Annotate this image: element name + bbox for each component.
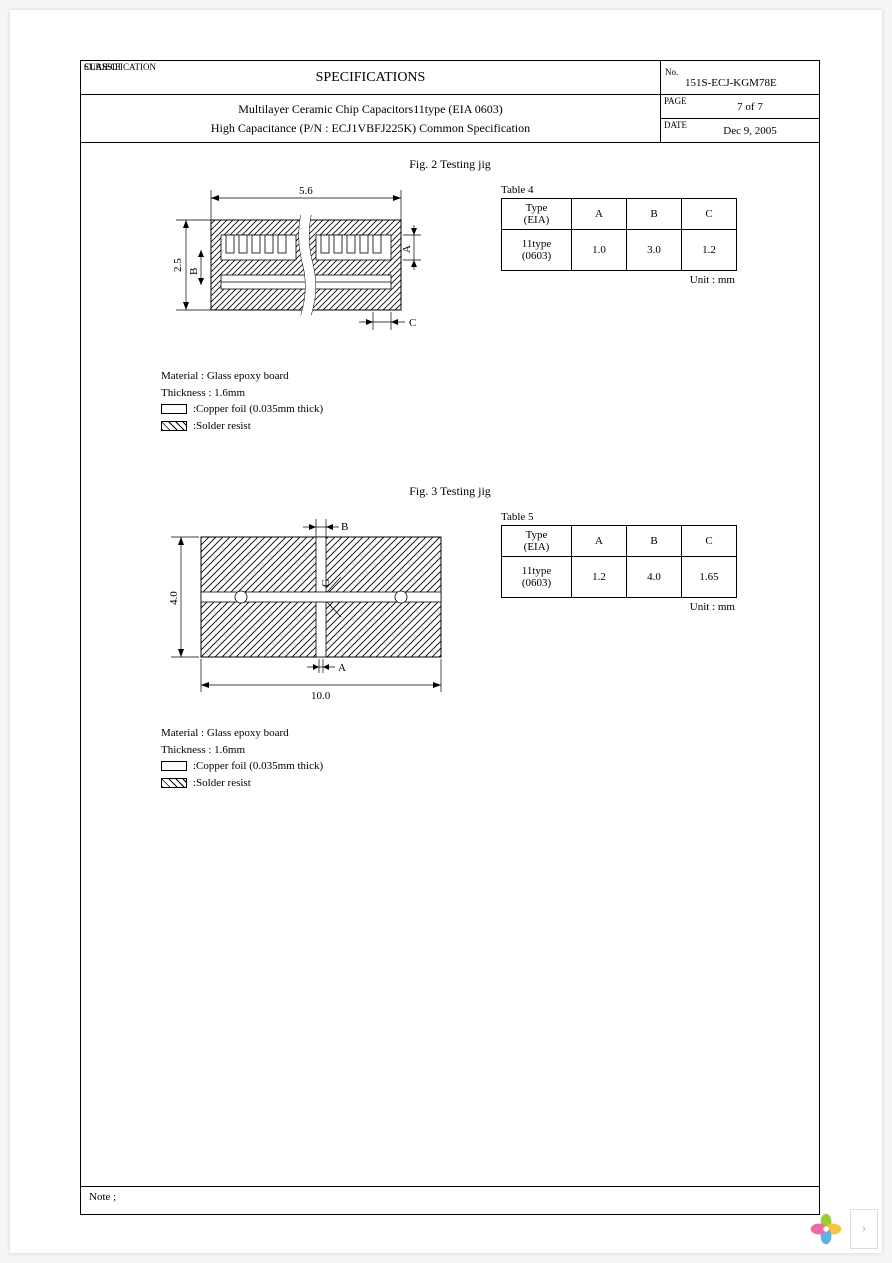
- date-value: Dec 9, 2005: [703, 125, 776, 137]
- fig2-material-line1: Material : Glass epoxy board: [161, 368, 819, 385]
- table5-label: Table 5: [501, 511, 737, 523]
- fig2-material: Material : Glass epoxy board Thickness :…: [161, 368, 819, 434]
- date-cell: DATE Dec 9, 2005: [661, 119, 819, 142]
- table5: Type (EIA) A B C 11type (0603) 1.2 4.0 1…: [501, 525, 737, 598]
- logo-icon: [808, 1211, 844, 1247]
- table5-c: 1.65: [682, 557, 737, 598]
- date-label: DATE: [664, 120, 687, 130]
- fig3-label-b: B: [341, 521, 348, 533]
- table4-h2: B: [627, 199, 682, 230]
- table4-c: 1.2: [682, 230, 737, 271]
- fig2-legend-copper: :Copper foil (0.035mm thick): [161, 401, 819, 418]
- table4-b: 3.0: [627, 230, 682, 271]
- copper-foil-icon: [161, 404, 187, 414]
- fig2-legend-solder: :Solder resist: [161, 418, 819, 435]
- table5-h3: C: [682, 526, 737, 557]
- table5-type: 11type (0603): [502, 557, 572, 598]
- fig2-section: 5.6 2.5 B: [81, 180, 819, 350]
- table4-unit: Unit : mm: [501, 274, 737, 286]
- classification-cell: CLASSIFICATION SPECIFICATIONS: [81, 61, 661, 95]
- fig3-caption: Fig. 3 Testing jig: [81, 484, 819, 499]
- header-row-1: CLASSIFICATION SPECIFICATIONS No. 151S-E…: [81, 61, 819, 95]
- fig3-legend-solder: :Solder resist: [161, 775, 819, 792]
- table5-unit: Unit : mm: [501, 601, 737, 613]
- doc-no-value: 151S-ECJ-KGM78E: [665, 77, 819, 89]
- solder-resist-icon: [161, 778, 187, 788]
- fig3-material-line2: Thickness : 1.6mm: [161, 742, 819, 759]
- page-label: PAGE: [664, 96, 687, 106]
- footer-note: Note ;: [89, 1191, 116, 1203]
- fig2-label-a: A: [401, 245, 413, 253]
- page-date-col: PAGE 7 of 7 DATE Dec 9, 2005: [661, 95, 819, 142]
- fig2-width-dim: 5.6: [299, 185, 313, 197]
- document-frame: CLASSIFICATION SPECIFICATIONS No. 151S-E…: [80, 60, 820, 1215]
- fig3-label-c: C: [320, 580, 332, 587]
- subject-line2: High Capacitance (P/N : ECJ1VBFJ225K) Co…: [211, 121, 530, 136]
- fig3-width-dim: 10.0: [311, 690, 331, 702]
- table5-a: 1.2: [572, 557, 627, 598]
- fig2-label-c: C: [409, 317, 416, 329]
- table5-block: Table 5 Type (EIA) A B C 11type (0603) 1…: [501, 511, 737, 613]
- fig3-section: B C 4.0: [81, 507, 819, 707]
- solder-resist-icon: [161, 421, 187, 431]
- next-page-button[interactable]: ›: [850, 1209, 878, 1249]
- fig3-diagram: B C 4.0: [141, 507, 461, 707]
- fig3-height-dim: 4.0: [168, 591, 180, 605]
- table4-h0: Type (EIA): [502, 199, 572, 230]
- table4-h1: A: [572, 199, 627, 230]
- fig2-label-b: B: [188, 268, 200, 275]
- subject-cell: SUBJECT Multilayer Ceramic Chip Capacito…: [81, 95, 661, 142]
- page: CLASSIFICATION SPECIFICATIONS No. 151S-E…: [10, 10, 882, 1253]
- fig2-material-line2: Thickness : 1.6mm: [161, 385, 819, 402]
- page-cell: PAGE 7 of 7: [661, 95, 819, 119]
- fig3-legend-copper: :Copper foil (0.035mm thick): [161, 758, 819, 775]
- table4-label: Table 4: [501, 184, 737, 196]
- classification-value: SPECIFICATIONS: [316, 70, 426, 86]
- table5-h0: Type (EIA): [502, 526, 572, 557]
- doc-number-cell: No. 151S-ECJ-KGM78E: [661, 61, 819, 95]
- fig2-caption: Fig. 2 Testing jig: [81, 157, 819, 172]
- fig2-height-dim: 2.5: [172, 258, 184, 272]
- table5-h2: B: [627, 526, 682, 557]
- table4-a: 1.0: [572, 230, 627, 271]
- doc-no-label: No.: [665, 67, 819, 77]
- footer: Note ;: [81, 1187, 819, 1227]
- pager-widget: ›: [808, 1209, 878, 1249]
- table4: Type (EIA) A B C 11type (0603) 1.0 3.0 1…: [501, 198, 737, 271]
- fig3-material: Material : Glass epoxy board Thickness :…: [161, 725, 819, 791]
- fig3-material-line1: Material : Glass epoxy board: [161, 725, 819, 742]
- copper-foil-icon: [161, 761, 187, 771]
- page-value: 7 of 7: [717, 101, 763, 113]
- subject-line1: Multilayer Ceramic Chip Capacitors11type…: [238, 102, 503, 117]
- table4-h3: C: [682, 199, 737, 230]
- body-area: Fig. 2 Testing jig 5.6: [81, 157, 819, 1187]
- table4-type: 11type (0603): [502, 230, 572, 271]
- table4-block: Table 4 Type (EIA) A B C 11type (0603) 1…: [501, 184, 737, 286]
- header-row-2: SUBJECT Multilayer Ceramic Chip Capacito…: [81, 95, 819, 143]
- fig2-diagram: 5.6 2.5 B: [141, 180, 441, 350]
- fig3-label-a: A: [338, 662, 346, 674]
- table5-h1: A: [572, 526, 627, 557]
- chevron-right-icon: ›: [862, 1221, 867, 1237]
- table5-b: 4.0: [627, 557, 682, 598]
- subject-label: SUBJECT: [84, 62, 122, 72]
